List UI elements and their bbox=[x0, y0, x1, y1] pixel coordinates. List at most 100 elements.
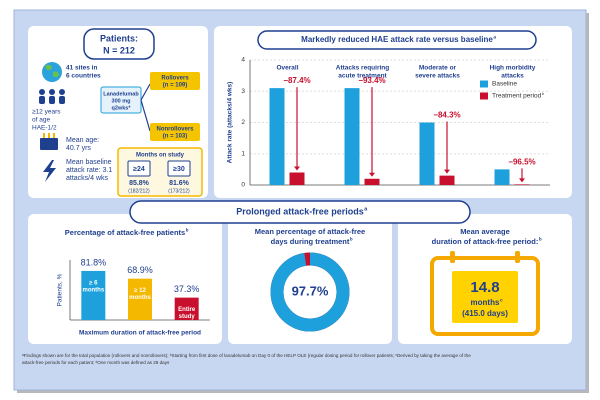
annotation-arrowhead bbox=[444, 169, 450, 174]
category-label: ≥ 12 bbox=[134, 288, 146, 294]
chart-title: Percentage of attack-free patients bbox=[65, 228, 185, 237]
label: Months on study bbox=[136, 153, 185, 159]
label: Rollovers bbox=[161, 76, 189, 82]
category-label: severe attacks bbox=[415, 73, 460, 80]
chart-title: days during treatment bbox=[271, 237, 350, 246]
lightning-icon bbox=[43, 160, 56, 182]
annotation-arrowhead bbox=[294, 166, 300, 171]
y-tick-label: 3 bbox=[241, 88, 245, 95]
duration-days: (415.0 days) bbox=[462, 309, 508, 318]
chart-header bbox=[257, 30, 537, 50]
category-label: months bbox=[129, 295, 151, 301]
months-box bbox=[117, 147, 203, 197]
calendar-ring bbox=[450, 251, 455, 263]
label: ≥24 bbox=[133, 166, 145, 173]
panel-title: Patients: bbox=[100, 33, 138, 43]
label: q2wks* bbox=[112, 105, 132, 111]
globe-icon bbox=[42, 62, 62, 82]
bar bbox=[174, 297, 199, 320]
x-axis-label: Maximum duration of attack-free period bbox=[79, 330, 201, 337]
label: attack rate: 3.1 bbox=[66, 167, 112, 174]
bar bbox=[289, 172, 305, 185]
panel-title: Mean average bbox=[460, 227, 510, 236]
bar bbox=[344, 88, 360, 185]
annotation: −93.4% bbox=[358, 76, 385, 85]
value-label: 81.8% bbox=[81, 257, 107, 267]
people-icon bbox=[39, 89, 65, 104]
bar bbox=[269, 88, 285, 185]
label: of age bbox=[32, 117, 50, 124]
annotation: −84.3% bbox=[433, 111, 460, 120]
label: (173/212) bbox=[168, 188, 190, 194]
calendar-highlight bbox=[452, 271, 518, 323]
nonrollovers-box bbox=[150, 123, 200, 141]
y-tick-label: 2 bbox=[241, 119, 245, 126]
patients-header bbox=[83, 28, 155, 60]
superscript: a bbox=[493, 35, 496, 40]
superscript: b bbox=[350, 237, 353, 242]
label: (n = 109) bbox=[163, 83, 188, 89]
label: Nonrollovers bbox=[156, 127, 194, 133]
legend-swatch bbox=[480, 80, 488, 88]
category-label: Entire bbox=[178, 307, 196, 313]
category-label: Attacks requiring bbox=[336, 65, 389, 72]
superscript: b bbox=[186, 228, 189, 233]
legend-label: Treatment period bbox=[492, 93, 542, 100]
annotation: −96.5% bbox=[508, 157, 535, 166]
category-label: Overall bbox=[276, 65, 298, 72]
rollovers-box bbox=[150, 72, 200, 90]
calendar-icon bbox=[127, 160, 151, 177]
label: 85.8% bbox=[129, 180, 150, 187]
y-axis-label: Attack rate (attacks/4 wks) bbox=[227, 82, 234, 164]
donut-segment bbox=[270, 252, 350, 332]
label: 6 countries bbox=[66, 73, 101, 80]
category-label: acute treatment bbox=[338, 73, 387, 80]
attack-free-patients-panel bbox=[28, 214, 222, 344]
value-label: 37.3% bbox=[174, 284, 200, 294]
annotation-arrowhead bbox=[519, 178, 525, 183]
label: Mean age: bbox=[66, 137, 99, 144]
panel-title: N = 212 bbox=[103, 45, 135, 55]
label: 40.7 yrs bbox=[66, 145, 91, 152]
chart-title: Markedly reduced HAE attack rate versus … bbox=[301, 35, 493, 44]
bar bbox=[439, 175, 455, 185]
label: ≥30 bbox=[173, 166, 185, 173]
calendar-icon bbox=[167, 160, 191, 177]
section-banner bbox=[129, 200, 471, 224]
label: Lanadelumab bbox=[103, 91, 139, 97]
attack-free-days-panel bbox=[228, 214, 392, 344]
section-title: Prolonged attack-free periods bbox=[236, 206, 364, 216]
category-label: study bbox=[179, 314, 196, 320]
value-label: 97.7% bbox=[292, 283, 329, 298]
value-label: 68.9% bbox=[127, 265, 153, 275]
superscript: a bbox=[364, 206, 368, 212]
bar bbox=[514, 184, 530, 185]
superscript: b bbox=[539, 237, 542, 242]
annotation: −87.4% bbox=[283, 76, 310, 85]
category-label: High morbidity bbox=[490, 65, 536, 72]
duration-unit: months bbox=[471, 298, 500, 307]
duration-value: 14.8 bbox=[470, 279, 499, 296]
bar bbox=[419, 122, 435, 185]
category-label: attacks bbox=[501, 73, 524, 80]
bar bbox=[494, 169, 510, 185]
bar bbox=[364, 178, 380, 185]
y-axis-label: Patients, % bbox=[57, 273, 64, 306]
label: 41 sites in bbox=[66, 65, 97, 72]
superscript: b bbox=[542, 91, 544, 96]
legend-swatch bbox=[480, 92, 488, 100]
chart-title: Mean percentage of attack-free bbox=[255, 227, 365, 236]
superscript: c bbox=[500, 298, 503, 303]
y-tick-label: 4 bbox=[241, 57, 245, 64]
globe-land bbox=[45, 64, 59, 78]
bar bbox=[81, 270, 106, 320]
label: (n = 103) bbox=[163, 134, 188, 140]
label: (182/212) bbox=[128, 188, 150, 194]
annotation-arrowhead bbox=[369, 172, 375, 177]
category-label: months bbox=[82, 287, 104, 293]
label: 81.6% bbox=[169, 180, 190, 187]
y-tick-label: 1 bbox=[241, 150, 245, 157]
attack-rate-panel bbox=[214, 26, 572, 198]
category-label: Moderate or bbox=[419, 65, 457, 72]
